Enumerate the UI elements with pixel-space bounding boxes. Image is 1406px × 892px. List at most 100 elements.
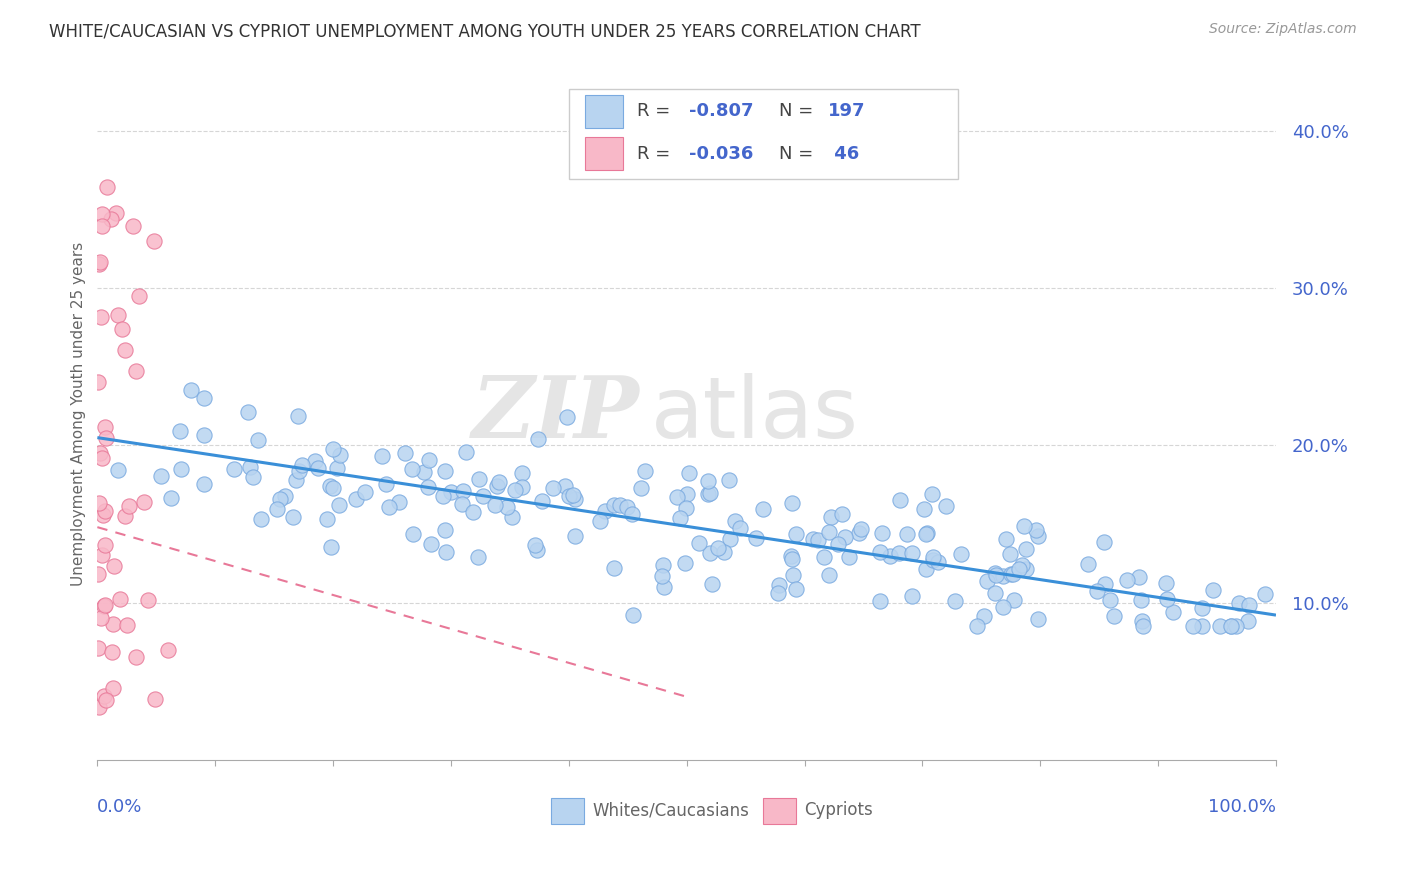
Point bbox=[993, 599, 1015, 614]
Point bbox=[193, 428, 215, 442]
Bar bbox=[551, 797, 583, 824]
Text: 197: 197 bbox=[828, 102, 866, 120]
Point bbox=[107, 308, 129, 322]
Point bbox=[609, 498, 631, 512]
Point bbox=[304, 453, 326, 467]
Point bbox=[1092, 534, 1115, 549]
Point bbox=[89, 257, 111, 271]
Point bbox=[439, 484, 461, 499]
Point bbox=[169, 424, 191, 438]
Point bbox=[813, 549, 835, 564]
Point bbox=[555, 409, 578, 424]
Point bbox=[325, 461, 347, 475]
Text: Whites/Caucasians: Whites/Caucasians bbox=[592, 801, 749, 819]
Point bbox=[136, 593, 159, 607]
Point bbox=[1115, 573, 1137, 587]
Point bbox=[1225, 619, 1247, 633]
Point bbox=[1098, 592, 1121, 607]
Point bbox=[510, 466, 533, 480]
Point bbox=[434, 524, 457, 538]
Point bbox=[157, 643, 180, 657]
Point bbox=[394, 446, 416, 460]
Point bbox=[699, 546, 721, 560]
Point bbox=[807, 533, 830, 548]
Point bbox=[89, 700, 111, 714]
Point bbox=[160, 491, 183, 505]
Point bbox=[1156, 592, 1178, 607]
Point bbox=[236, 405, 259, 419]
Point bbox=[402, 527, 425, 541]
Point bbox=[554, 479, 576, 493]
Point bbox=[284, 473, 307, 487]
Point bbox=[93, 599, 115, 614]
Point bbox=[86, 566, 108, 581]
Point bbox=[416, 480, 439, 494]
Point bbox=[1132, 619, 1154, 633]
Point bbox=[94, 538, 117, 552]
Point bbox=[966, 619, 988, 633]
Point bbox=[434, 464, 457, 478]
Point bbox=[831, 508, 853, 522]
Text: -0.036: -0.036 bbox=[689, 145, 754, 163]
Point bbox=[94, 504, 117, 518]
Point bbox=[510, 480, 533, 494]
Point bbox=[782, 568, 804, 582]
Point bbox=[603, 498, 626, 512]
Text: N =: N = bbox=[779, 102, 818, 120]
Text: -0.807: -0.807 bbox=[689, 102, 754, 120]
Bar bbox=[585, 95, 623, 128]
Text: 100.0%: 100.0% bbox=[1208, 797, 1277, 815]
Y-axis label: Unemployment Among Youth under 25 years: Unemployment Among Youth under 25 years bbox=[72, 242, 86, 586]
Point bbox=[1191, 619, 1213, 633]
Point bbox=[1237, 598, 1260, 612]
Point bbox=[984, 566, 1007, 580]
Point bbox=[322, 481, 344, 495]
Text: 46: 46 bbox=[828, 145, 859, 163]
Point bbox=[870, 526, 893, 541]
Point bbox=[896, 526, 918, 541]
Point bbox=[1102, 609, 1125, 624]
Point bbox=[848, 526, 870, 541]
Point bbox=[322, 442, 344, 456]
Point bbox=[250, 512, 273, 526]
Point bbox=[224, 461, 246, 475]
Point bbox=[432, 490, 454, 504]
Point bbox=[621, 607, 644, 622]
Point bbox=[419, 537, 441, 551]
Point bbox=[834, 530, 856, 544]
Point bbox=[281, 510, 304, 524]
Point bbox=[530, 494, 553, 508]
Point bbox=[91, 450, 114, 465]
Point bbox=[675, 487, 697, 501]
Point bbox=[728, 521, 751, 535]
Point bbox=[707, 541, 730, 556]
Point bbox=[900, 546, 922, 560]
Point bbox=[869, 593, 891, 607]
Point bbox=[915, 562, 938, 576]
Text: 0.0%: 0.0% bbox=[97, 797, 143, 815]
Point bbox=[1094, 577, 1116, 591]
Point bbox=[91, 207, 114, 221]
Point bbox=[1025, 523, 1047, 537]
Point bbox=[665, 490, 688, 504]
Point bbox=[1154, 576, 1177, 591]
Point bbox=[451, 483, 474, 498]
Point bbox=[488, 475, 510, 489]
Point bbox=[673, 556, 696, 570]
Point bbox=[111, 321, 134, 335]
Point bbox=[616, 500, 638, 514]
Point bbox=[1026, 529, 1049, 543]
Point bbox=[717, 473, 740, 487]
Point bbox=[242, 469, 264, 483]
Point bbox=[269, 491, 291, 506]
Point bbox=[1012, 519, 1035, 533]
Point bbox=[1128, 570, 1150, 584]
Point bbox=[1209, 619, 1232, 633]
Point bbox=[378, 500, 401, 514]
Point bbox=[889, 493, 911, 508]
Point bbox=[1085, 584, 1108, 599]
Point bbox=[1253, 587, 1275, 601]
Point bbox=[1002, 593, 1025, 607]
Point bbox=[851, 523, 873, 537]
Point bbox=[1161, 605, 1184, 619]
